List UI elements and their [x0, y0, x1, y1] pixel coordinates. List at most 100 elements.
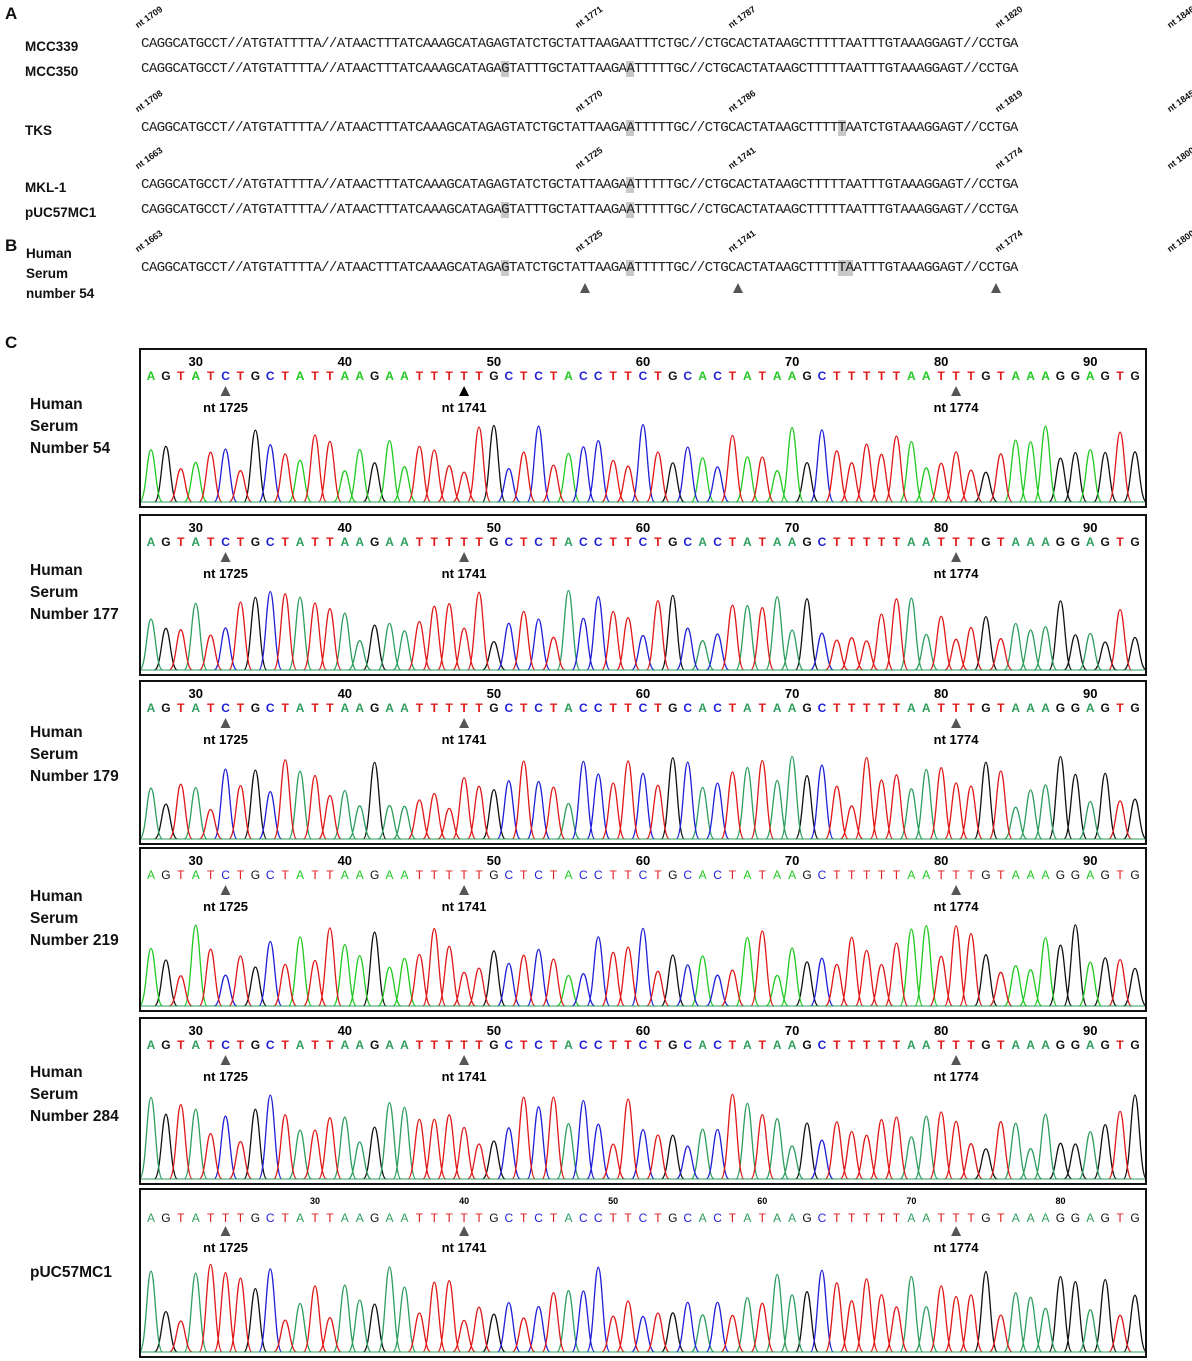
- base-call: A: [564, 868, 572, 882]
- base-call: T: [475, 369, 483, 383]
- base-call: A: [922, 535, 931, 549]
- base-call: T: [729, 701, 737, 715]
- base-call: A: [191, 701, 200, 715]
- base-call: G: [981, 1038, 990, 1052]
- base-call: A: [1012, 868, 1020, 882]
- base-call: T: [446, 535, 454, 549]
- base-call: G: [489, 369, 498, 383]
- chromatogram-box: 30 40 50 60 70 80 90 A G T A T C T G C T A T T A A G A A T T T T T G C T…: [139, 847, 1147, 1012]
- base-call: T: [610, 1211, 618, 1225]
- base-call: G: [1130, 1038, 1139, 1052]
- base-call: C: [534, 868, 543, 882]
- base-call: A: [699, 1211, 707, 1225]
- base-call: T: [729, 369, 737, 383]
- base-call: T: [878, 369, 886, 383]
- base-call: T: [759, 1038, 767, 1052]
- base-call: G: [981, 369, 990, 383]
- base-call: T: [997, 701, 1005, 715]
- base-call: A: [743, 701, 752, 715]
- base-call: T: [416, 701, 424, 715]
- base-call: T: [282, 701, 290, 715]
- base-call: A: [191, 535, 200, 549]
- alignment-sequence: CAGGCATGCCT//ATGTATTTTA//ATAACTTTATCAAAG…: [141, 36, 1018, 52]
- variant-marker: [951, 718, 962, 728]
- base-call: T: [237, 1038, 245, 1052]
- base-call: A: [788, 1211, 796, 1225]
- base-call: T: [520, 369, 528, 383]
- base-call: G: [1056, 701, 1065, 715]
- base-call: C: [266, 369, 275, 383]
- base-call: T: [938, 369, 946, 383]
- base-call: A: [192, 1211, 200, 1225]
- base-call: A: [296, 1211, 304, 1225]
- tick-label: 70: [785, 686, 799, 701]
- tick-label: 60: [636, 520, 650, 535]
- base-call: C: [683, 868, 692, 882]
- base-call: C: [818, 701, 827, 715]
- position-label: nt 1708: [133, 88, 165, 114]
- tick-label: 40: [459, 1196, 469, 1206]
- base-call: G: [981, 535, 990, 549]
- trace-G-series: [153, 924, 1145, 1007]
- trace-C-series: [213, 590, 834, 671]
- base-call: T: [759, 701, 767, 715]
- base-call: T: [475, 701, 483, 715]
- base-call: A: [356, 1211, 364, 1225]
- base-call: T: [878, 701, 886, 715]
- position-label: nt 1663: [133, 228, 165, 254]
- base-call: A: [147, 1211, 155, 1225]
- base-call: G: [161, 1211, 170, 1225]
- base-call: G: [1071, 369, 1080, 383]
- chromatogram-sample-label: Human Serum Number 284: [30, 1064, 119, 1125]
- base-call: T: [610, 369, 618, 383]
- base-call: T: [848, 701, 856, 715]
- variant-marker: [459, 718, 470, 728]
- base-call: G: [668, 701, 677, 715]
- base-call: C: [818, 868, 827, 882]
- variant-marker: [459, 552, 470, 562]
- variant-marker: [220, 1055, 231, 1065]
- base-call: T: [967, 1038, 975, 1052]
- base-call: C: [534, 1211, 543, 1225]
- base-call: T: [893, 1211, 901, 1225]
- base-call: T: [759, 369, 767, 383]
- position-label: nt 1725: [573, 228, 605, 254]
- alignment-sequence: CAGGCATGCCT//ATGTATTTTA//ATAACTTTATCAAAG…: [141, 202, 1018, 218]
- tick-label: 40: [338, 520, 352, 535]
- base-call: G: [1130, 535, 1139, 549]
- base-call: C: [594, 1038, 603, 1052]
- base-call: C: [683, 701, 692, 715]
- trace-C-series: [213, 760, 835, 840]
- tick-label: 70: [785, 354, 799, 369]
- base-call: T: [952, 1038, 960, 1052]
- base-call: A: [907, 369, 916, 383]
- base-call: T: [207, 1211, 215, 1225]
- base-call: T: [431, 369, 439, 383]
- base-call: T: [893, 1038, 901, 1052]
- marker-label: nt 1725: [203, 566, 248, 581]
- base-call: T: [311, 1211, 319, 1225]
- base-call: A: [773, 369, 782, 383]
- tick-label: 80: [934, 520, 948, 535]
- base-call: A: [907, 701, 916, 715]
- tick-label: 30: [188, 354, 202, 369]
- base-call: T: [446, 701, 454, 715]
- base-call: G: [802, 1211, 811, 1225]
- base-call: C: [534, 369, 543, 383]
- base-call: A: [922, 701, 931, 715]
- base-call: A: [699, 868, 707, 882]
- base-call: T: [848, 369, 856, 383]
- base-call: C: [713, 535, 722, 549]
- base-call: G: [668, 1211, 677, 1225]
- base-call: T: [177, 1211, 185, 1225]
- base-call: G: [161, 868, 170, 882]
- base-call: T: [833, 369, 841, 383]
- base-call: T: [967, 1211, 975, 1225]
- base-call: T: [893, 535, 901, 549]
- chromatogram-svg: 30 40 50 60 70 80 90A G T A T C T G C T A T T A A G A A T T T T T G C T…: [141, 686, 1145, 840]
- base-call: C: [713, 868, 722, 882]
- base-call: T: [610, 868, 618, 882]
- position-label: nt 1709: [133, 4, 165, 31]
- base-call: T: [326, 1211, 334, 1225]
- base-call: T: [624, 1038, 632, 1052]
